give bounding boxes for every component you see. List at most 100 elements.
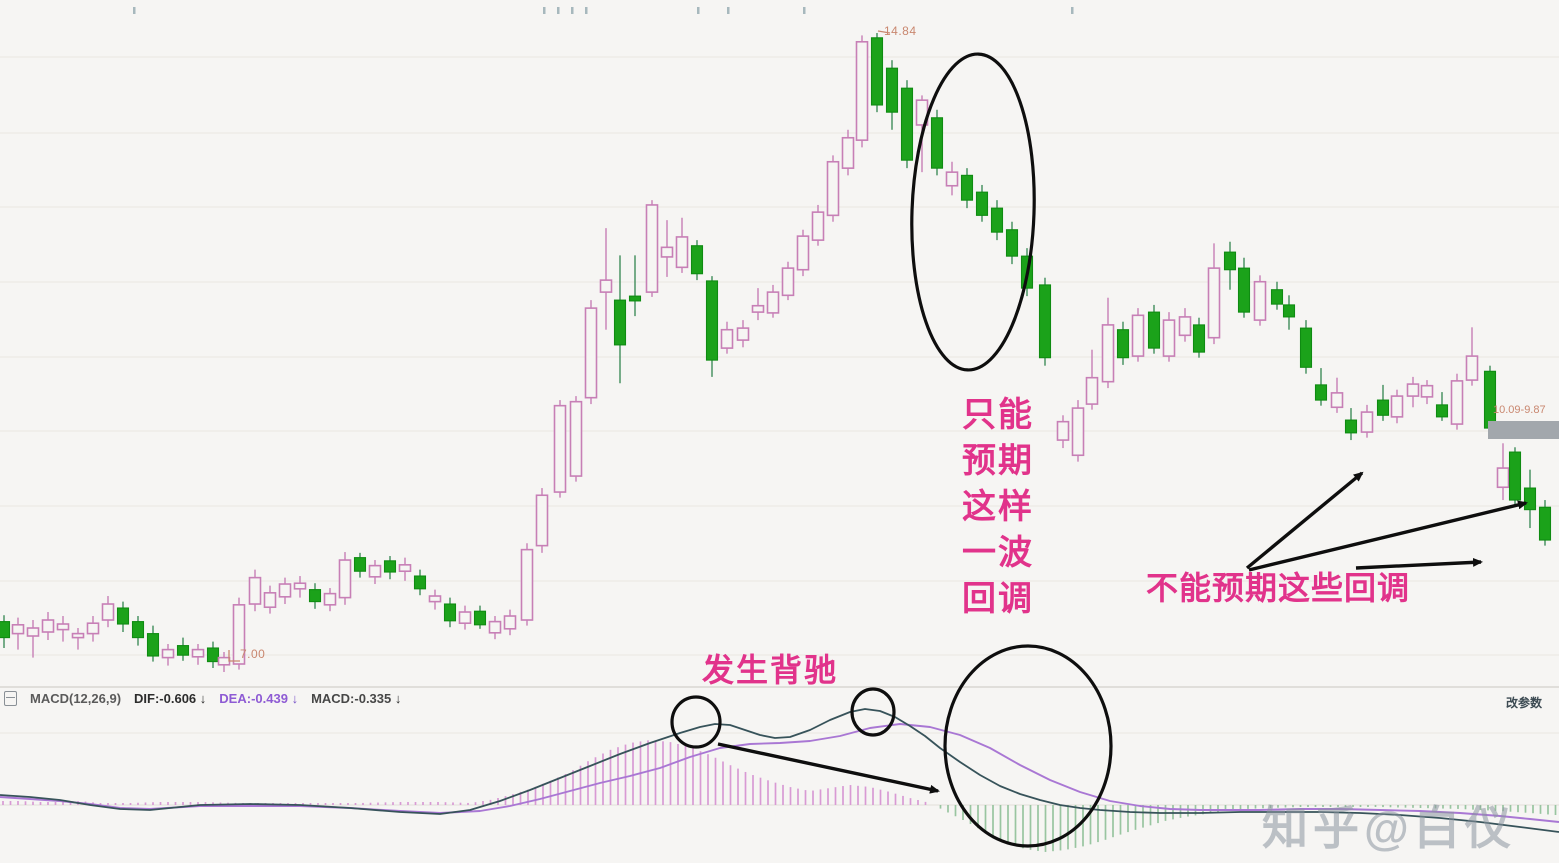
annotation-arrow [1248,500,1528,572]
candle-body [1131,314,1145,357]
down-arrow-icon: ↓ [291,691,299,706]
candle-body [1360,411,1374,433]
candle-body [690,245,704,275]
candle-body [1496,467,1510,489]
candle-body [1390,395,1404,418]
annotation-ellipse [850,687,896,737]
high-price-label: 14.84 [884,24,917,38]
candle-body [1483,370,1497,429]
candle-body [720,328,734,349]
macd-value: MACD:-0.335 ↓ [311,691,401,706]
candle-body [1282,304,1296,318]
dif-text: DIF:-0.606 [134,691,197,706]
price-range-tag-box [1488,421,1559,439]
candle-body [248,576,262,605]
watermark: 知乎@白仪 [1262,802,1516,854]
candle-body [191,648,205,658]
candle-body [1330,392,1344,409]
candle-body [71,632,85,639]
price-range-label: 10.09-9.87 [1493,404,1546,416]
candle-body [1071,407,1085,457]
candle-body [293,582,307,590]
low-price-label: 7.00 [240,647,266,661]
annotation-line: 预期 [962,442,1034,480]
candle-body [1538,506,1552,541]
candle-body [990,207,1004,233]
candle-body [1192,324,1206,353]
candle-body [535,494,549,547]
candle-body [960,174,974,201]
candle-body [217,656,231,666]
candle-body [26,627,40,637]
candle-body [1085,376,1099,405]
candle-body [1420,384,1434,398]
candle-body [1207,267,1221,339]
candle-body [473,610,487,626]
candle-body [1253,280,1267,321]
candle-body [0,621,11,639]
candle-body [1465,355,1479,381]
change-params-button[interactable]: 改参数 [1506,696,1543,710]
candle-body [781,267,795,297]
candle-body [263,592,277,609]
annotation-ellipse [910,52,1036,372]
annotation-line: 一波 [962,534,1034,572]
candle-body [116,607,130,625]
candle-body [826,160,840,217]
candle-body [584,307,598,399]
candle-body [338,559,352,599]
candle-body [613,299,627,346]
candle-body [161,648,175,659]
candle-body [628,295,642,302]
candle-body [660,246,674,258]
indicator-settings-icon[interactable] [4,691,17,706]
candle-body [930,117,944,169]
candle-body [458,611,472,625]
candle-body [383,560,397,573]
candle-body [56,623,70,631]
annotation-line: 这样 [962,488,1034,526]
candle-body [353,557,367,572]
candle-body [900,87,914,161]
annotation-only-expect: 只能 预期 这样 一波 回调 [956,392,1040,622]
annotation-ellipses [670,52,1113,848]
candle-body [41,619,55,633]
dea-value: DEA:-0.439 ↓ [219,691,298,706]
annotation-line: 只能 [962,396,1034,434]
candle-body [413,575,427,590]
candle-body [1406,383,1420,397]
annotation-arrow [1355,557,1483,570]
candle-body [206,647,220,663]
candle-body [569,400,583,477]
candle-body [885,67,899,113]
candle-body [1162,319,1176,357]
candle-body [1344,419,1358,434]
candle-body [1056,420,1070,441]
candle-body [841,136,855,169]
candle-body [811,211,825,241]
candle-body [1376,399,1390,416]
candle-body [278,583,292,598]
candle-body [1223,251,1237,271]
annotation-ellipse [943,644,1113,848]
candle-body [1314,384,1328,401]
annotation-arrow [717,742,940,794]
candle-body [1116,329,1130,359]
candle-body [1450,380,1464,425]
down-arrow-icon: ↓ [394,691,402,706]
candle-body [398,564,412,573]
candle-body [553,404,567,493]
candle-body [323,592,337,606]
candle-body [645,204,659,293]
annotation-divergence: 发生背驰 [702,652,839,688]
candle-body [428,595,442,603]
candle-body [1101,324,1115,383]
candle-body [855,40,869,141]
candle-body [443,603,457,622]
candle-body [1005,229,1019,257]
candle-body [1523,487,1537,511]
macd-lines [0,708,1559,833]
candle-body [1237,267,1251,313]
dif-value: DIF:-0.606 ↓ [134,691,206,706]
